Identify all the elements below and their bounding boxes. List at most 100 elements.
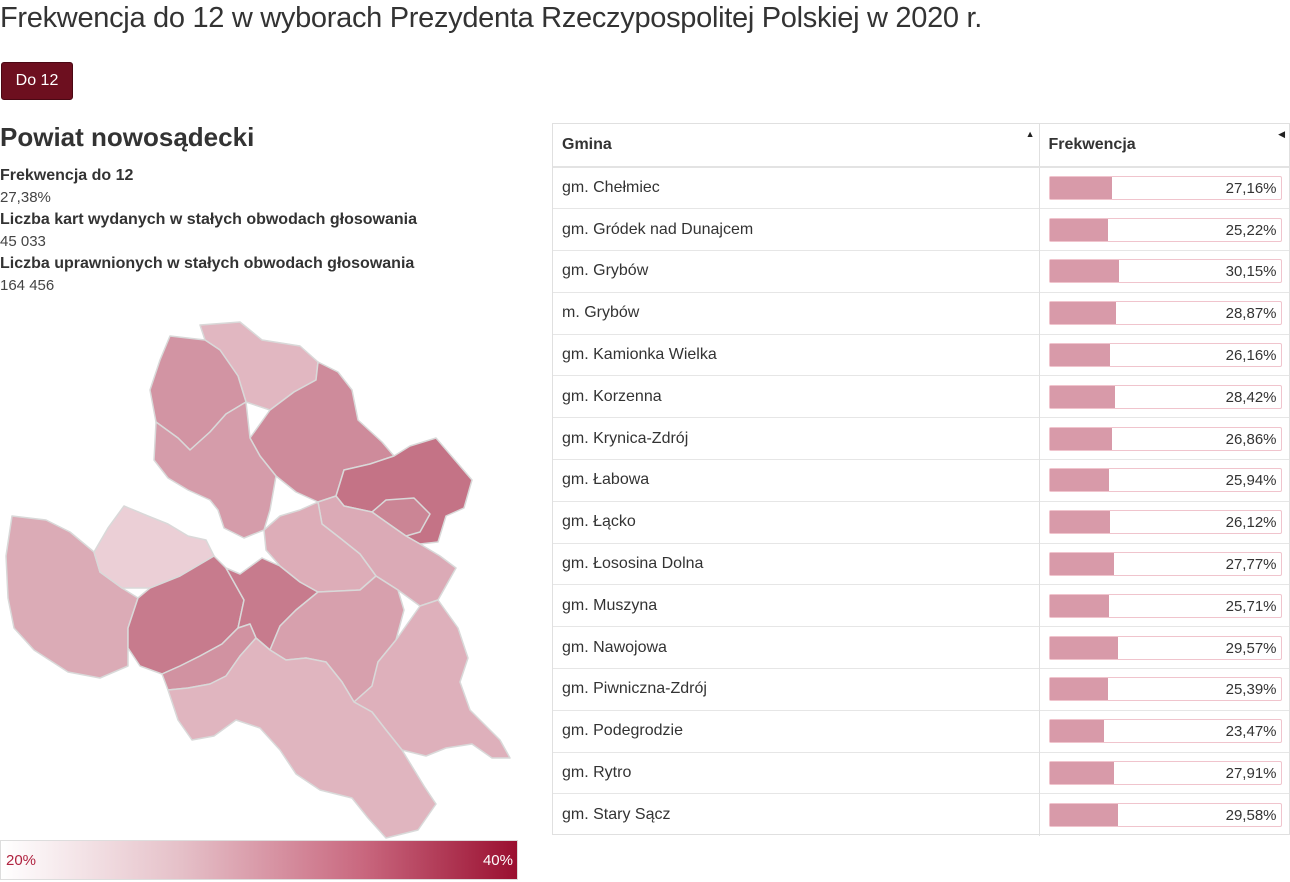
turnout-bar-fill bbox=[1049, 678, 1109, 701]
turnout-bar-fill bbox=[1049, 553, 1114, 576]
table-row[interactable]: gm. Chełmiec 27,16% bbox=[553, 166, 1289, 209]
turnout-bar-track: 28,42% bbox=[1048, 384, 1282, 409]
map-region-labowa[interactable] bbox=[263, 501, 377, 593]
turnout-bar-fill bbox=[1049, 636, 1118, 659]
table-row[interactable]: gm. Rytro 27,91% bbox=[553, 751, 1289, 794]
table-header-row: Gmina ▲ Frekwencja ◀ bbox=[553, 124, 1289, 168]
table-row[interactable]: gm. Łabowa 25,94% bbox=[553, 459, 1289, 502]
turnout-bar-track: 26,16% bbox=[1048, 343, 1282, 368]
turnout-bar-fill bbox=[1049, 594, 1109, 617]
turnout-bar-fill bbox=[1049, 177, 1113, 200]
results-table: Gmina ▲ Frekwencja ◀ gm. Chełmiec 27,16% g… bbox=[552, 123, 1290, 836]
turnout-bar-track: 25,39% bbox=[1048, 677, 1282, 702]
gmina-name-cell: gm. Kamionka Wielka bbox=[553, 333, 1040, 376]
table-row[interactable]: gm. Łososina Dolna 27,77% bbox=[553, 542, 1289, 585]
table-row[interactable]: gm. Korzenna 28,42% bbox=[553, 375, 1289, 418]
map-region-chelmiec[interactable] bbox=[153, 401, 277, 539]
map-region-podegrodzie[interactable] bbox=[93, 505, 215, 589]
turnout-value-label: 25,94% bbox=[1225, 472, 1277, 490]
turnout-bar-track: 30,15% bbox=[1048, 259, 1282, 284]
table-row[interactable]: gm. Łącko 26,12% bbox=[553, 500, 1289, 544]
stat-label-ballots: Liczba kart wydanych w stałych obwodach … bbox=[0, 211, 417, 228]
turnout-cell: 25,94% bbox=[1039, 459, 1289, 502]
turnout-cell: 27,77% bbox=[1039, 542, 1289, 585]
turnout-bar-track: 23,47% bbox=[1048, 719, 1282, 744]
turnout-bar-track: 25,94% bbox=[1048, 468, 1282, 493]
turnout-cell: 30,15% bbox=[1039, 250, 1289, 293]
turnout-bar-track: 25,22% bbox=[1048, 217, 1282, 242]
turnout-bar-fill bbox=[1049, 427, 1112, 450]
turnout-bar-track: 26,86% bbox=[1048, 426, 1282, 451]
gmina-name-cell: gm. Piwniczna-Zdrój bbox=[553, 668, 1040, 711]
turnout-value-label: 25,71% bbox=[1225, 597, 1277, 615]
table-row[interactable]: gm. Stary Sącz 29,58% bbox=[553, 793, 1289, 836]
turnout-cell: 23,47% bbox=[1039, 709, 1289, 753]
stat-label-turnout: Frekwencja do 12 bbox=[0, 167, 134, 184]
turnout-bar-track: 26,12% bbox=[1048, 510, 1282, 535]
column-header-frekwencja[interactable]: Frekwencja ◀ bbox=[1039, 124, 1289, 168]
table-row[interactable]: gm. Nawojowa 29,57% bbox=[553, 626, 1289, 669]
turnout-bar-track: 28,87% bbox=[1048, 301, 1282, 326]
gmina-name-cell: gm. Gródek nad Dunajcem bbox=[553, 208, 1040, 251]
region-stats: Frekwencja do 12 27,38% Liczba kart wyda… bbox=[0, 165, 540, 297]
table-body: gm. Chełmiec 27,16% gm. Gródek nad Dunajce… bbox=[553, 166, 1289, 836]
turnout-value-label: 25,39% bbox=[1225, 681, 1277, 699]
stat-value-turnout: 27,38% bbox=[0, 189, 51, 206]
region-name: Powiat nowosądecki bbox=[0, 122, 255, 152]
turnout-value-label: 28,42% bbox=[1225, 388, 1277, 406]
turnout-cell: 29,58% bbox=[1039, 793, 1289, 836]
column-header-gmina-label: Gmina bbox=[562, 136, 612, 153]
gmina-name-cell: gm. Łącko bbox=[553, 500, 1040, 544]
turnout-bar-fill bbox=[1049, 762, 1114, 785]
turnout-cell: 25,39% bbox=[1039, 668, 1289, 711]
turnout-cell: 28,87% bbox=[1039, 291, 1289, 335]
gmina-name-cell: gm. Muszyna bbox=[553, 584, 1040, 627]
turnout-value-label: 28,87% bbox=[1225, 305, 1277, 323]
table-row[interactable]: gm. Grybów 30,15% bbox=[553, 250, 1289, 293]
turnout-bar-fill bbox=[1049, 511, 1110, 534]
gmina-name-cell: m. Grybów bbox=[553, 291, 1040, 335]
color-scale-legend: 20% 40% bbox=[0, 840, 518, 880]
sort-left-icon: ◀ bbox=[1278, 129, 1285, 139]
gmina-name-cell: gm. Korzenna bbox=[553, 375, 1040, 418]
gmina-name-cell: gm. Podegrodzie bbox=[553, 709, 1040, 753]
turnout-value-label: 27,91% bbox=[1225, 765, 1277, 783]
turnout-cell: 27,16% bbox=[1039, 166, 1289, 209]
page-title: Frekwencja do 12 w wyborach Prezydenta R… bbox=[0, 2, 983, 34]
turnout-bar-fill bbox=[1049, 260, 1120, 283]
turnout-bar-track: 27,77% bbox=[1048, 552, 1282, 577]
gmina-name-cell: gm. Rytro bbox=[553, 751, 1040, 794]
turnout-cell: 26,12% bbox=[1039, 500, 1289, 544]
gmina-name-cell: gm. Łabowa bbox=[553, 459, 1040, 502]
turnout-cell: 26,86% bbox=[1039, 417, 1289, 460]
table-row[interactable]: gm. Muszyna 25,71% bbox=[553, 584, 1289, 627]
turnout-cell: 25,71% bbox=[1039, 584, 1289, 627]
turnout-cell: 26,16% bbox=[1039, 333, 1289, 376]
gmina-name-cell: gm. Nawojowa bbox=[553, 626, 1040, 669]
table-row[interactable]: gm. Gródek nad Dunajcem 25,22% bbox=[553, 208, 1289, 251]
column-header-gmina[interactable]: Gmina ▲ bbox=[553, 124, 1040, 168]
table-row[interactable]: gm. Kamionka Wielka 26,16% bbox=[553, 333, 1289, 376]
turnout-bar-fill bbox=[1049, 302, 1117, 325]
turnout-bar-fill bbox=[1049, 385, 1116, 408]
table-row[interactable]: gm. Krynica-Zdrój 26,86% bbox=[553, 417, 1289, 460]
column-header-frekwencja-label: Frekwencja bbox=[1048, 136, 1136, 153]
round-button-do-12[interactable]: Do 12 bbox=[1, 62, 73, 100]
gmina-name-cell: gm. Grybów bbox=[553, 250, 1040, 293]
gmina-name-cell: gm. Stary Sącz bbox=[553, 793, 1040, 836]
turnout-value-label: 29,58% bbox=[1225, 807, 1277, 825]
turnout-value-label: 27,77% bbox=[1225, 556, 1277, 574]
turnout-value-label: 30,15% bbox=[1225, 263, 1277, 281]
map-region-piwniczna[interactable] bbox=[167, 637, 437, 839]
turnout-cell: 28,42% bbox=[1039, 375, 1289, 418]
turnout-bar-track: 25,71% bbox=[1048, 593, 1282, 618]
turnout-bar-track: 29,57% bbox=[1048, 635, 1282, 660]
table-row[interactable]: gm. Piwniczna-Zdrój 25,39% bbox=[553, 668, 1289, 711]
sort-ascending-icon: ▲ bbox=[1025, 129, 1035, 139]
turnout-cell: 27,91% bbox=[1039, 751, 1289, 794]
turnout-bar-track: 27,16% bbox=[1048, 176, 1282, 201]
stat-value-ballots: 45 033 bbox=[0, 233, 46, 250]
choropleth-map bbox=[5, 321, 511, 839]
table-row[interactable]: gm. Podegrodzie 23,47% bbox=[553, 709, 1289, 753]
table-row[interactable]: m. Grybów 28,87% bbox=[553, 291, 1289, 335]
